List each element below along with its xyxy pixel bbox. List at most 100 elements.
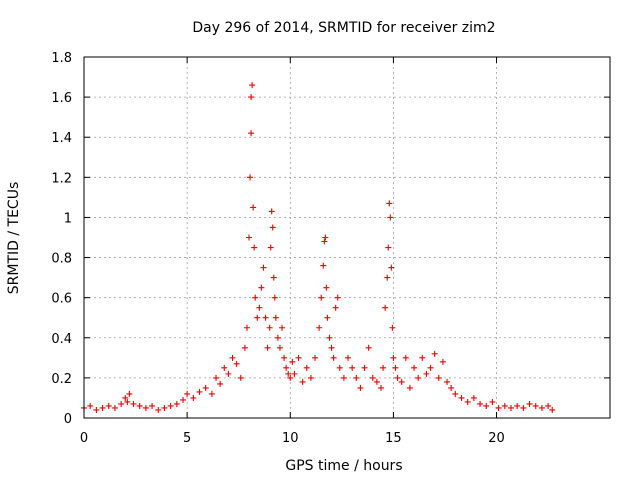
chart-title: Day 296 of 2014, SRMTID for receiver zim… [192,20,495,36]
data-point [285,370,292,377]
y-tick-label: 1 [64,211,72,226]
data-point [237,374,244,381]
data-point [303,364,310,371]
data-point [118,400,125,407]
data-point [526,400,533,407]
ticks: 0 0.2 0.4 0.6 0.8 1 1.2 1.4 1.6 1.8 0 5 10 15 20 [51,51,610,446]
y-tick-label: 0.6 [51,292,72,307]
data-point [247,174,254,181]
data-point [254,314,261,321]
data-point [260,264,267,271]
data-point [489,398,496,405]
data-point [281,354,288,361]
data-point [336,364,343,371]
data-point [384,274,391,281]
data-point [444,378,451,385]
data-point [549,406,556,413]
data-point [249,82,256,89]
data-point [124,398,131,405]
data-point [330,354,337,361]
data-point [435,374,442,381]
y-tick-label: 0.2 [51,372,72,387]
data-point [180,396,187,403]
data-point [142,404,149,411]
data-point [334,294,341,301]
data-point [283,364,290,371]
data-point [268,208,275,215]
data-point [332,304,339,311]
data-point [406,384,413,391]
data-point [225,370,232,377]
data-point [307,374,314,381]
data-point [321,238,328,245]
data-point [208,390,215,397]
data-points [81,82,556,413]
data-point [248,94,255,101]
data-point [126,390,133,397]
data-point [105,402,112,409]
y-tick-label: 1.8 [51,51,72,66]
data-point [111,404,118,411]
x-tick-label: 5 [183,431,191,446]
data-point [190,394,197,401]
data-point [213,374,220,381]
data-point [538,404,545,411]
data-point [439,358,446,365]
x-tick-label: 20 [488,431,505,446]
y-tick-label: 1.4 [51,131,72,146]
data-point [161,404,168,411]
data-point [464,398,471,405]
data-point [264,344,271,351]
data-point [184,390,191,397]
y-tick-label: 1.6 [51,91,72,106]
data-point [272,314,279,321]
data-point [398,378,405,385]
data-point [173,400,180,407]
data-point [423,370,430,377]
data-point [470,394,477,401]
data-point [202,384,209,391]
data-point [353,374,360,381]
data-point [167,402,174,409]
data-point [369,374,376,381]
data-point [271,294,278,301]
data-point [380,364,387,371]
data-point [483,402,490,409]
data-point [274,334,281,341]
data-point [386,200,393,207]
data-point [458,394,465,401]
data-point [340,374,347,381]
data-point [291,370,298,377]
data-point [385,244,392,251]
data-point [411,364,418,371]
data-point [514,402,521,409]
data-point [452,390,459,397]
data-point [388,264,395,271]
plot-frame [83,56,611,419]
data-point [256,304,263,311]
data-point [130,400,137,407]
data-point [295,354,302,361]
data-point [87,402,94,409]
data-point [495,404,502,411]
data-point [276,344,283,351]
data-point [299,378,306,385]
data-point [382,304,389,311]
data-point [270,274,277,281]
data-point [250,204,257,211]
data-point [378,384,385,391]
data-point [532,402,539,409]
data-point [387,214,394,221]
data-point [507,404,514,411]
data-point [221,364,228,371]
data-point [323,284,330,291]
data-point [545,402,552,409]
data-point [324,314,331,321]
data-point [312,354,319,361]
data-point [289,358,296,365]
y-tick-label: 0.8 [51,252,72,267]
data-point [415,374,422,381]
data-point [262,314,269,321]
data-point [427,364,434,371]
